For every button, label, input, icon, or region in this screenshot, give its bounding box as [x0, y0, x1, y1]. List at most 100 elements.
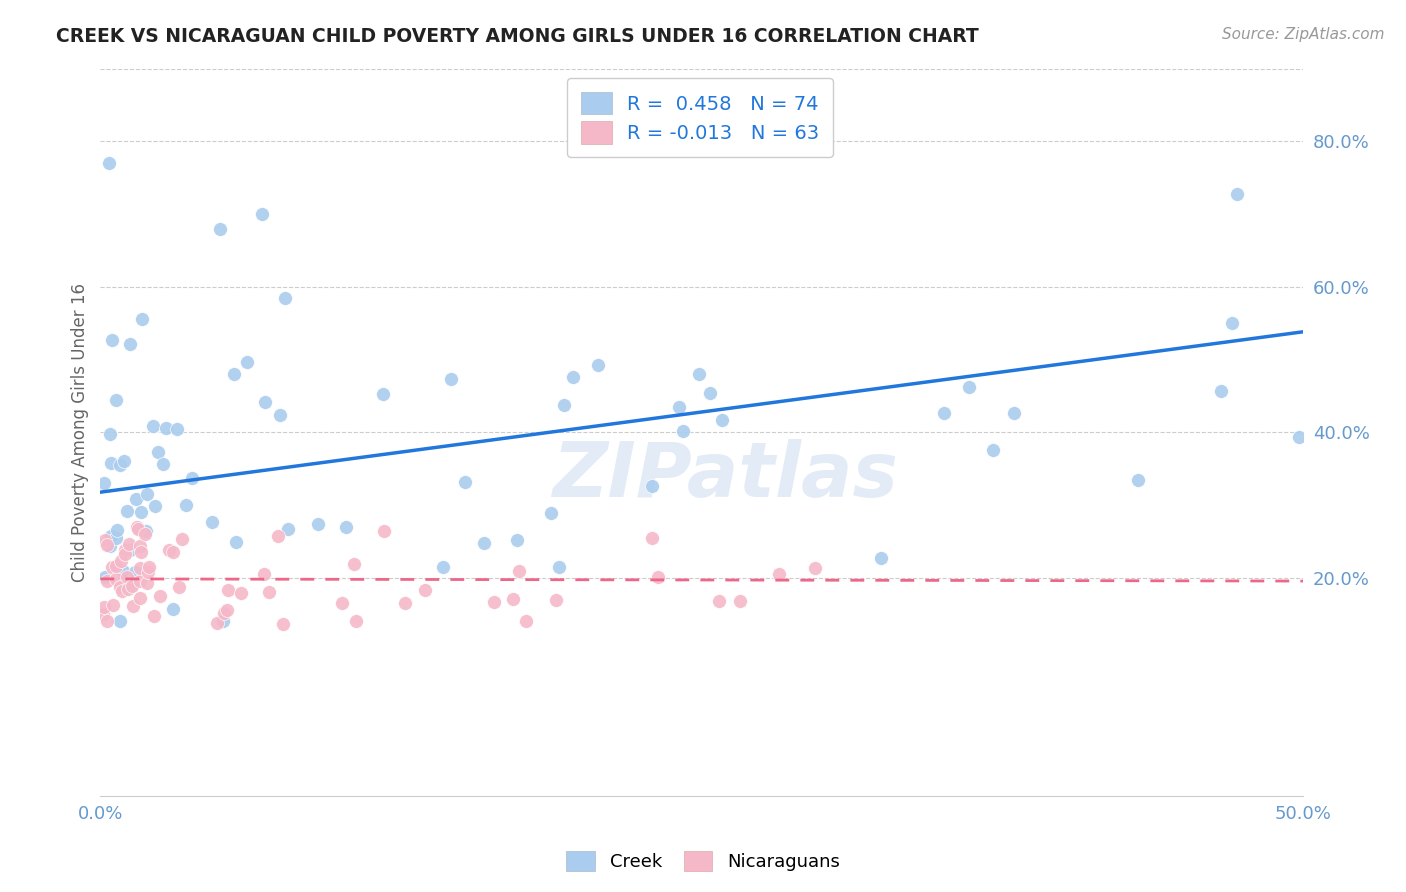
Point	[129, 545, 152, 559]
Point	[668, 401, 690, 415]
Point	[373, 524, 395, 539]
Point	[934, 406, 956, 420]
Point	[96, 614, 118, 628]
Point	[257, 584, 280, 599]
Point	[143, 608, 166, 623]
Point	[149, 589, 172, 603]
Point	[957, 380, 980, 394]
Point	[250, 207, 273, 221]
Point	[101, 598, 124, 612]
Point	[344, 614, 367, 628]
Point	[105, 572, 128, 586]
Point	[110, 583, 132, 598]
Point	[112, 454, 135, 468]
Point	[641, 532, 664, 546]
Point	[155, 421, 177, 435]
Point	[162, 602, 184, 616]
Point	[981, 442, 1004, 457]
Point	[108, 458, 131, 472]
Point	[647, 570, 669, 584]
Point	[105, 559, 128, 574]
Point	[162, 545, 184, 559]
Point	[101, 333, 124, 347]
Point	[146, 445, 169, 459]
Text: CREEK VS NICARAGUAN CHILD POVERTY AMONG GIRLS UNDER 16 CORRELATION CHART: CREEK VS NICARAGUAN CHILD POVERTY AMONG …	[56, 27, 979, 45]
Point	[546, 592, 568, 607]
Point	[143, 499, 166, 513]
Point	[553, 398, 575, 412]
Point	[114, 543, 136, 558]
Legend: Creek, Nicaraguans: Creek, Nicaraguans	[560, 844, 846, 879]
Point	[166, 422, 188, 436]
Point	[253, 566, 276, 581]
Point	[117, 537, 139, 551]
Point	[110, 554, 132, 568]
Point	[121, 579, 143, 593]
Point	[108, 614, 131, 628]
Point	[129, 540, 152, 554]
Point	[330, 596, 353, 610]
Point	[413, 583, 436, 598]
Point	[96, 574, 118, 588]
Point	[1226, 187, 1249, 202]
Point	[225, 535, 247, 549]
Point	[271, 617, 294, 632]
Point	[586, 358, 609, 372]
Point	[136, 487, 159, 501]
Point	[454, 475, 477, 490]
Point	[804, 561, 827, 575]
Point	[342, 557, 364, 571]
Point	[728, 593, 751, 607]
Point	[100, 529, 122, 543]
Point	[129, 561, 152, 575]
Point	[93, 599, 115, 614]
Point	[136, 565, 159, 579]
Point	[134, 527, 156, 541]
Point	[1288, 430, 1310, 444]
Point	[472, 536, 495, 550]
Point	[98, 426, 121, 441]
Point	[124, 565, 146, 579]
Point	[131, 311, 153, 326]
Point	[505, 533, 527, 547]
Point	[120, 578, 142, 592]
Point	[108, 580, 131, 594]
Point	[440, 372, 463, 386]
Point	[212, 607, 235, 621]
Point	[207, 615, 229, 630]
Point	[432, 559, 454, 574]
Point	[94, 533, 117, 548]
Point	[699, 385, 721, 400]
Point	[1002, 405, 1025, 419]
Point	[105, 393, 128, 408]
Point	[105, 523, 128, 537]
Point	[117, 582, 139, 596]
Point	[152, 458, 174, 472]
Point	[277, 522, 299, 536]
Point	[125, 519, 148, 533]
Point	[94, 570, 117, 584]
Point	[125, 491, 148, 506]
Point	[371, 387, 394, 401]
Point	[122, 599, 145, 614]
Point	[229, 586, 252, 600]
Point	[484, 595, 506, 609]
Point	[222, 368, 245, 382]
Point	[127, 522, 149, 536]
Point	[215, 603, 238, 617]
Point	[707, 593, 730, 607]
Point	[93, 475, 115, 490]
Point	[128, 574, 150, 588]
Point	[142, 419, 165, 434]
Point	[100, 456, 122, 470]
Point	[101, 560, 124, 574]
Point	[120, 543, 142, 558]
Point	[96, 538, 118, 552]
Point	[105, 531, 128, 545]
Point	[172, 532, 194, 546]
Point	[672, 425, 695, 439]
Point	[138, 560, 160, 574]
Point	[167, 580, 190, 594]
Point	[508, 564, 530, 578]
Point	[136, 576, 159, 591]
